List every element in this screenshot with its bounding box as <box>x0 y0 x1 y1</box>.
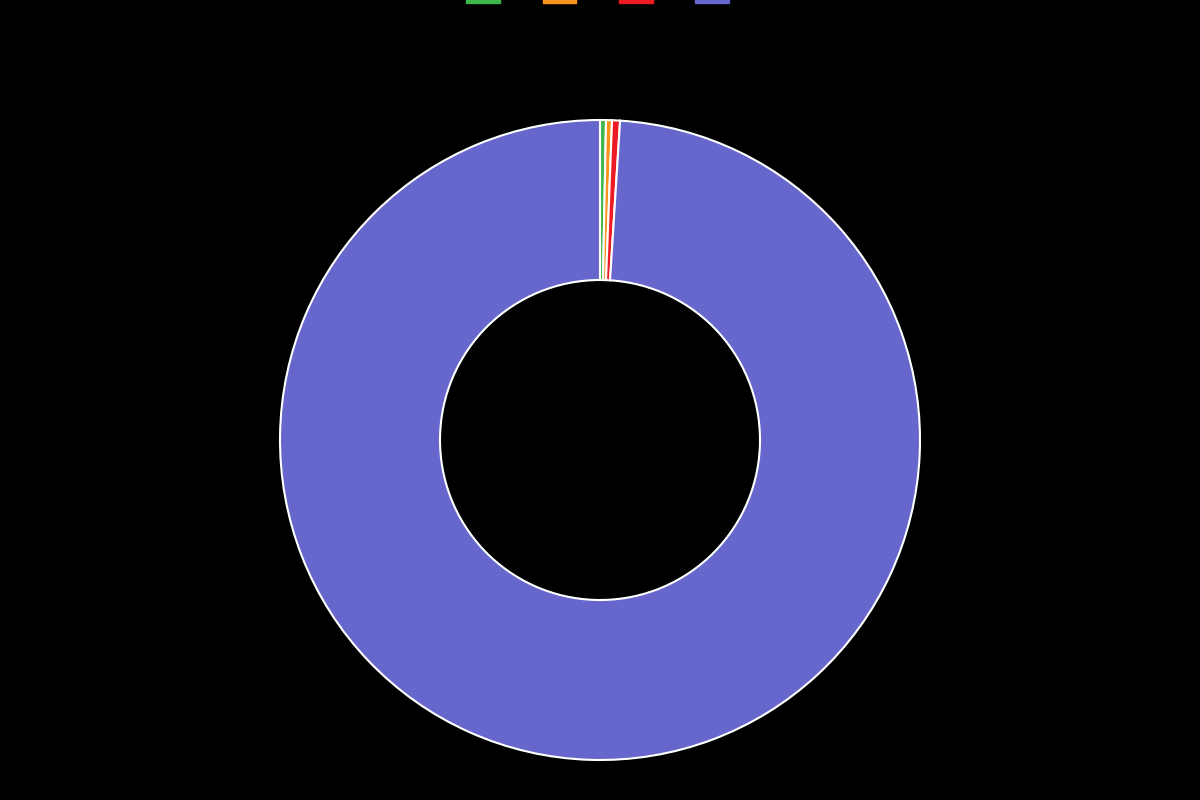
Legend: , , , : , , , <box>461 0 739 11</box>
Wedge shape <box>280 120 920 760</box>
Wedge shape <box>604 120 612 280</box>
Wedge shape <box>606 120 620 280</box>
Wedge shape <box>600 120 606 280</box>
